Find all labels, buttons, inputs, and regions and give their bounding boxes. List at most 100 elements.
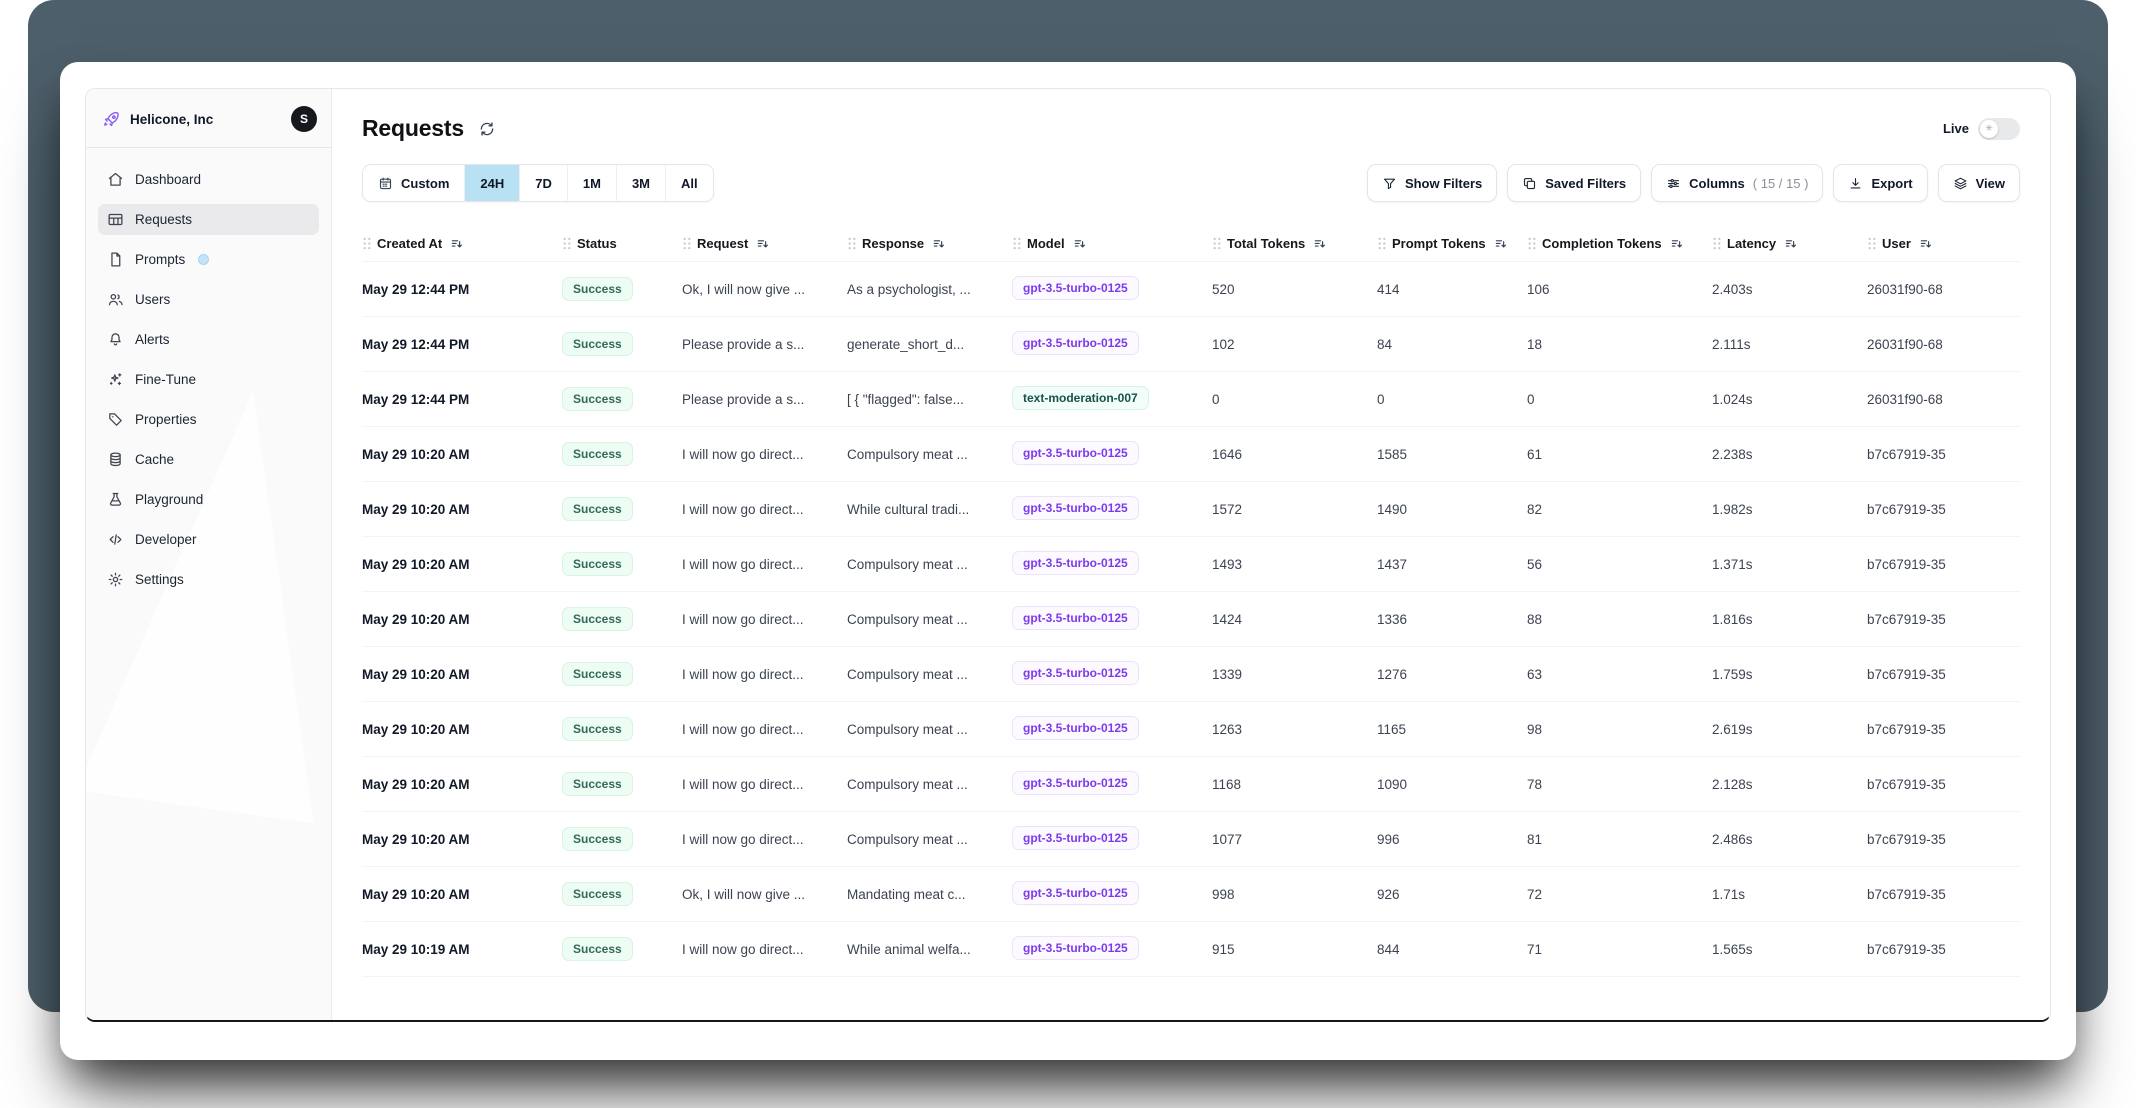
table-row[interactable]: May 29 12:44 PMSuccessOk, I will now giv…: [362, 262, 2020, 317]
status-badge: Success: [562, 662, 633, 686]
sidebar-item-users[interactable]: Users: [98, 284, 319, 315]
drag-handle-icon[interactable]: [562, 237, 572, 250]
sidebar-item-fine-tune[interactable]: Fine-Tune: [98, 364, 319, 395]
drag-handle-icon[interactable]: [1712, 237, 1722, 250]
sidebar-item-alerts[interactable]: Alerts: [98, 324, 319, 355]
column-header-user[interactable]: User: [1867, 236, 2027, 251]
sidebar-item-playground[interactable]: Playground: [98, 484, 319, 515]
drag-handle-icon[interactable]: [1377, 237, 1387, 250]
time-range-1m[interactable]: 1M: [568, 165, 617, 201]
column-header-status[interactable]: Status: [562, 236, 682, 251]
cell-request: I will now go direct...: [682, 942, 847, 957]
table-row[interactable]: May 29 10:20 AMSuccessI will now go dire…: [362, 592, 2020, 647]
table-row[interactable]: May 29 10:20 AMSuccessI will now go dire…: [362, 812, 2020, 867]
button-label: Columns: [1689, 176, 1745, 191]
time-range-all[interactable]: All: [666, 165, 713, 201]
column-header-model[interactable]: Model: [1012, 236, 1212, 251]
sidebar-item-cache[interactable]: Cache: [98, 444, 319, 475]
sidebar-item-requests[interactable]: Requests: [98, 204, 319, 235]
drag-handle-icon[interactable]: [682, 237, 692, 250]
sort-icon[interactable]: [756, 237, 770, 251]
table-row[interactable]: May 29 10:20 AMSuccessI will now go dire…: [362, 702, 2020, 757]
drag-handle-icon[interactable]: [1527, 237, 1537, 250]
time-range-label: 1M: [583, 176, 601, 191]
gear-icon: [107, 571, 124, 588]
refresh-icon[interactable]: [478, 120, 496, 138]
column-header-response[interactable]: Response: [847, 236, 1012, 251]
sort-icon[interactable]: [1494, 237, 1508, 251]
sort-icon[interactable]: [1919, 237, 1933, 251]
status-badge: Success: [562, 332, 633, 356]
columns-button[interactable]: Columns ( 15 / 15 ): [1651, 164, 1823, 202]
cell-response: Compulsory meat ...: [847, 722, 1012, 737]
cell-model: gpt-3.5-turbo-0125: [1012, 661, 1212, 688]
cell-latency: 2.619s: [1712, 722, 1867, 737]
cell-status: Success: [562, 937, 682, 961]
sidebar-item-dashboard[interactable]: Dashboard: [98, 164, 319, 195]
sidebar-item-label: Settings: [135, 572, 184, 587]
table-row[interactable]: May 29 10:19 AMSuccessI will now go dire…: [362, 922, 2020, 977]
org-switcher[interactable]: Helicone, Inc S: [86, 89, 331, 147]
sort-icon[interactable]: [1073, 237, 1087, 251]
export-button[interactable]: Export: [1833, 164, 1927, 202]
drag-handle-icon[interactable]: [1212, 237, 1222, 250]
table-row[interactable]: May 29 10:20 AMSuccessI will now go dire…: [362, 427, 2020, 482]
sort-icon[interactable]: [932, 237, 946, 251]
column-header-request[interactable]: Request: [682, 236, 847, 251]
drag-handle-icon[interactable]: [362, 237, 372, 250]
saved-filters-button[interactable]: Saved Filters: [1507, 164, 1641, 202]
table-row[interactable]: May 29 10:20 AMSuccessI will now go dire…: [362, 482, 2020, 537]
cell-latency: 1.565s: [1712, 942, 1867, 957]
drag-handle-icon[interactable]: [1012, 237, 1022, 250]
column-header-latency[interactable]: Latency: [1712, 236, 1867, 251]
table-header-row: Created AtStatusRequestResponseModelTota…: [362, 226, 2020, 262]
table-row[interactable]: May 29 10:20 AMSuccessI will now go dire…: [362, 647, 2020, 702]
cell-response: Compulsory meat ...: [847, 832, 1012, 847]
time-range-label: Custom: [401, 176, 449, 191]
cell-prompt-tokens: 926: [1377, 887, 1527, 902]
column-header-prompt-tokens[interactable]: Prompt Tokens: [1377, 236, 1527, 251]
cell-request: I will now go direct...: [682, 612, 847, 627]
status-badge: Success: [562, 772, 633, 796]
time-range-7d[interactable]: 7D: [520, 165, 568, 201]
sidebar-item-properties[interactable]: Properties: [98, 404, 319, 435]
drag-handle-icon[interactable]: [1867, 237, 1877, 250]
time-range-3m[interactable]: 3M: [617, 165, 666, 201]
cell-latency: 2.111s: [1712, 337, 1867, 352]
cell-response: Compulsory meat ...: [847, 667, 1012, 682]
column-header-total-tokens[interactable]: Total Tokens: [1212, 236, 1377, 251]
column-header-created-at[interactable]: Created At: [362, 236, 562, 251]
live-toggle[interactable]: ✳: [1978, 118, 2020, 140]
table-row[interactable]: May 29 12:44 PMSuccessPlease provide a s…: [362, 372, 2020, 427]
sort-icon[interactable]: [1784, 237, 1798, 251]
time-range-24h[interactable]: 24H: [465, 165, 520, 201]
sidebar-item-settings[interactable]: Settings: [98, 564, 319, 595]
cell-total-tokens: 0: [1212, 392, 1377, 407]
cell-prompt-tokens: 1336: [1377, 612, 1527, 627]
time-range-custom[interactable]: Custom: [363, 165, 465, 201]
sort-icon[interactable]: [1313, 237, 1327, 251]
sidebar-item-developer[interactable]: Developer: [98, 524, 319, 555]
view-button[interactable]: View: [1938, 164, 2020, 202]
table-row[interactable]: May 29 10:20 AMSuccessI will now go dire…: [362, 757, 2020, 812]
cell-model: gpt-3.5-turbo-0125: [1012, 606, 1212, 633]
cell-user: b7c67919-35: [1867, 557, 2027, 572]
show-filters-button[interactable]: Show Filters: [1367, 164, 1497, 202]
table-row[interactable]: May 29 10:20 AMSuccessOk, I will now giv…: [362, 867, 2020, 922]
time-range-label: 24H: [480, 176, 504, 191]
sidebar-item-prompts[interactable]: Prompts: [98, 244, 319, 275]
cell-response: Compulsory meat ...: [847, 777, 1012, 792]
cell-latency: 1.759s: [1712, 667, 1867, 682]
cell-created-at: May 29 12:44 PM: [362, 392, 562, 407]
column-header-completion-tokens[interactable]: Completion Tokens: [1527, 236, 1712, 251]
cell-model: gpt-3.5-turbo-0125: [1012, 716, 1212, 743]
drag-handle-icon[interactable]: [847, 237, 857, 250]
sort-icon[interactable]: [450, 237, 464, 251]
table-row[interactable]: May 29 10:20 AMSuccessI will now go dire…: [362, 537, 2020, 592]
cell-completion-tokens: 63: [1527, 667, 1712, 682]
table-row[interactable]: May 29 12:44 PMSuccessPlease provide a s…: [362, 317, 2020, 372]
avatar[interactable]: S: [291, 106, 317, 132]
sidebar-item-label: Users: [135, 292, 170, 307]
sort-icon[interactable]: [1670, 237, 1684, 251]
cell-request: Ok, I will now give ...: [682, 887, 847, 902]
